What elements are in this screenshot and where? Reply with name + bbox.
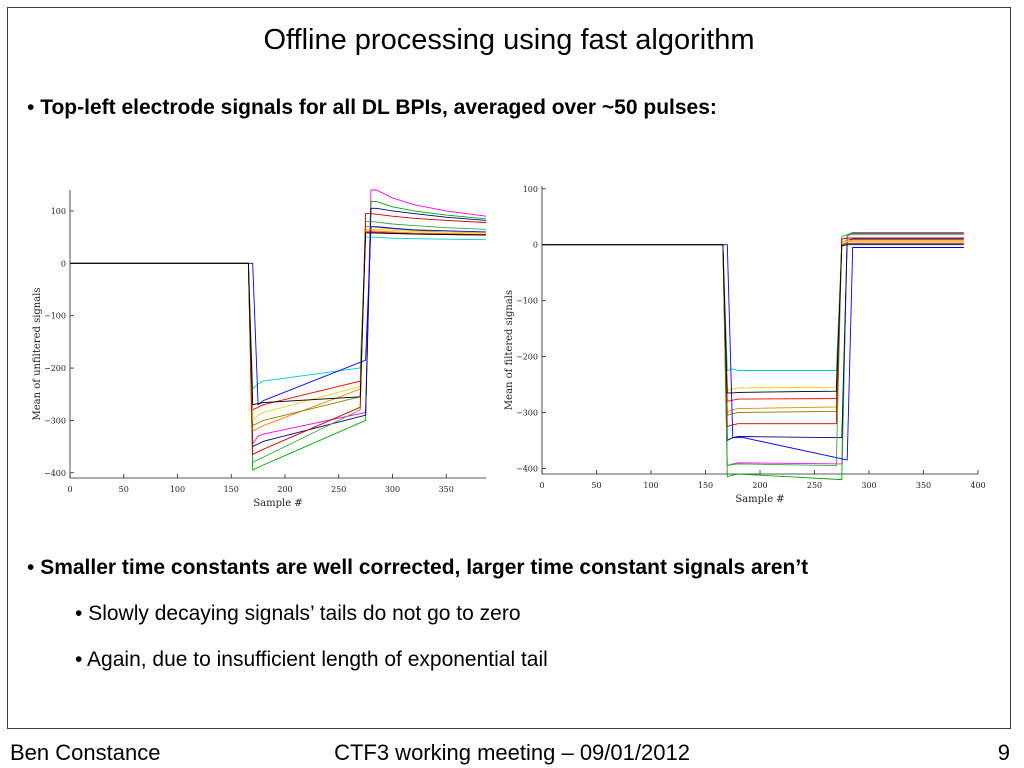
x-tick-label: 350 xyxy=(439,485,454,494)
y-tick-label: −400 xyxy=(516,464,538,473)
y-tick-label: −200 xyxy=(516,353,538,362)
series-line-11 xyxy=(70,213,487,456)
x-tick-label: 300 xyxy=(385,485,400,494)
chart-unfiltered-signals: −400 −300 −200 −100 0 100 0 50 100 150 200 250 300 35… xyxy=(32,189,487,509)
series-line-12 xyxy=(542,244,964,394)
y-tick-label: −300 xyxy=(516,408,538,417)
bullet-glyph: • xyxy=(27,96,35,119)
sub-bullet-exponential-tail: • Again, due to insufficient length of e… xyxy=(75,648,548,672)
slide-frame xyxy=(7,7,1011,729)
y-axis-label: Mean of filtered signals xyxy=(504,290,515,410)
x-axis-label: Sample # xyxy=(253,498,302,509)
series-line-7 xyxy=(70,226,487,427)
bullet-text: Again, due to insufficient length of exp… xyxy=(87,648,548,671)
series-line-9 xyxy=(70,226,487,406)
x-tick-label: 400 xyxy=(970,481,985,490)
y-tick-label: −100 xyxy=(44,312,66,321)
x-tick-label: 150 xyxy=(698,481,713,490)
y-tick-label: 100 xyxy=(51,207,66,216)
x-tick-label: 200 xyxy=(277,485,292,494)
series-line-3 xyxy=(542,238,964,442)
y-tick-label: −400 xyxy=(44,469,66,478)
x-tick-label: 200 xyxy=(752,481,767,490)
x-tick-label: 50 xyxy=(591,481,601,490)
bullet-glyph: • xyxy=(27,556,35,579)
x-axis-label: Sample # xyxy=(735,494,784,505)
y-tick-label: −300 xyxy=(44,416,66,425)
series-line-2 xyxy=(542,231,964,481)
x-tick-label: 150 xyxy=(224,485,239,494)
series-line-4 xyxy=(70,236,487,391)
slide-title: Offline processing using fast algorithm xyxy=(263,24,755,56)
series-line-12 xyxy=(70,232,487,406)
x-tick-label: 100 xyxy=(643,481,658,490)
x-tick-label: 100 xyxy=(170,485,185,494)
series-line-1 xyxy=(542,233,964,467)
footer-author: Ben Constance xyxy=(10,740,161,765)
y-tick-label: −200 xyxy=(44,364,66,373)
series-line-8 xyxy=(542,240,964,391)
series-line-5 xyxy=(542,239,964,414)
y-tick-label: 100 xyxy=(523,185,538,194)
series-line-6 xyxy=(542,243,964,402)
x-tick-label: 300 xyxy=(861,481,876,490)
footer-page-number: 9 xyxy=(997,740,1010,765)
x-tick-label: 350 xyxy=(916,481,931,490)
bullet-text: Top-left electrode signals for all DL BP… xyxy=(40,96,717,119)
sub-bullet-slow-tails: • Slowly decaying signals’ tails do not … xyxy=(75,602,521,626)
footer-meeting: CTF3 working meeting – 09/01/2012 xyxy=(334,740,690,765)
series-line-2 xyxy=(70,201,487,471)
x-tick-label: 50 xyxy=(119,485,129,494)
x-tick-label: 0 xyxy=(67,485,72,494)
series-line-3 xyxy=(70,207,487,448)
series-line-10 xyxy=(542,234,964,467)
y-tick-label: 0 xyxy=(61,259,66,268)
bullet-text: Slowly decaying signals’ tails do not go… xyxy=(88,602,521,625)
x-tick-label: 0 xyxy=(539,481,544,490)
bullet-text: Smaller time constants are well correcte… xyxy=(40,556,809,579)
series-line-11 xyxy=(542,237,964,428)
series-line-4 xyxy=(542,241,964,372)
x-tick-label: 250 xyxy=(807,481,822,490)
series-line-9 xyxy=(542,244,964,461)
series-line-8 xyxy=(70,228,487,422)
y-axis-label: Mean of unfiltered signals xyxy=(32,287,43,420)
series-line-10 xyxy=(70,220,487,464)
y-tick-label: 0 xyxy=(533,241,538,250)
y-tick-label: −100 xyxy=(516,297,538,306)
series-line-7 xyxy=(542,237,964,416)
bullet-time-constants: • Smaller time constants are well correc… xyxy=(27,556,808,580)
bullet-glyph: • xyxy=(75,648,83,671)
bullet-top-left-signals: • Top-left electrode signals for all DL … xyxy=(27,96,717,120)
series-line-1 xyxy=(70,189,487,446)
chart-filtered-signals: −400 −300 −200 −100 0 100 0 50 100 150 200 250 300 35… xyxy=(504,185,986,505)
bullet-glyph: • xyxy=(75,602,83,625)
series-line-6 xyxy=(70,231,487,411)
x-tick-label: 250 xyxy=(331,485,346,494)
